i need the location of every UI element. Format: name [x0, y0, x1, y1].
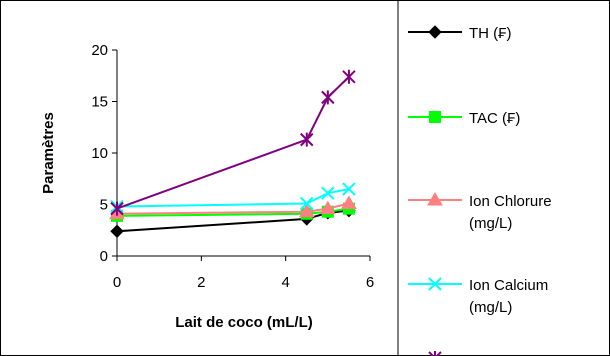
y-tick-label: 5	[100, 197, 108, 214]
series-line	[116, 209, 350, 233]
y-tick-label: 15	[91, 94, 108, 111]
legend-marker	[428, 277, 442, 291]
series-line	[116, 76, 350, 210]
data-point	[341, 195, 357, 209]
data-point	[342, 69, 356, 84]
data-point	[110, 201, 124, 216]
legend-item: TAC (₣)	[408, 110, 520, 127]
legend-label: TAC (₣)	[469, 110, 520, 127]
data-point	[342, 182, 356, 196]
legend-item: Ion Calcium (mg/L)	[408, 277, 548, 316]
y-tick-group: 0 5 10 15 20	[91, 42, 117, 265]
x-tick-label: 6	[366, 274, 374, 291]
legend-marker	[428, 351, 442, 356]
series-group	[109, 69, 357, 238]
series-4	[110, 182, 356, 214]
y-axis-label: Paramètres	[40, 112, 57, 194]
legend-item	[428, 351, 442, 356]
x-tick-label: 2	[197, 274, 205, 291]
data-point	[319, 200, 336, 215]
series-line	[116, 188, 350, 208]
data-point	[298, 203, 315, 218]
legend-item: TH (₣)	[408, 25, 512, 42]
y-tick-label: 10	[91, 145, 108, 162]
data-point	[300, 196, 314, 211]
legend-label: Ion Calcium (mg/L)	[469, 277, 548, 316]
legend-item: Ion Chlorure (mg/L)	[408, 192, 552, 232]
legend-marker	[428, 25, 442, 39]
data-point	[321, 90, 335, 105]
x-tick-label: 0	[113, 274, 121, 291]
data-point	[321, 186, 335, 200]
series-line	[116, 202, 350, 215]
x-tick-label: 4	[281, 274, 289, 291]
data-point	[300, 132, 314, 147]
data-point	[110, 224, 124, 238]
y-tick-label: 0	[100, 248, 108, 265]
x-axis-label: Lait de coco (mL/L)	[175, 314, 313, 331]
legend-marker	[427, 192, 443, 206]
x-tick-group: 0 2 4 6	[113, 256, 374, 291]
legend-marker	[429, 111, 441, 123]
legend-label: Ion Chlorure (mg/L)	[469, 193, 552, 232]
legend: TH (₣) TAC (₣) Ion Chlorure (mg/L) Ion Calci…	[408, 25, 552, 356]
series-line	[116, 207, 350, 217]
y-tick-label: 20	[91, 42, 108, 59]
series-5	[110, 69, 356, 216]
legend-label: TH (₣)	[469, 25, 512, 42]
